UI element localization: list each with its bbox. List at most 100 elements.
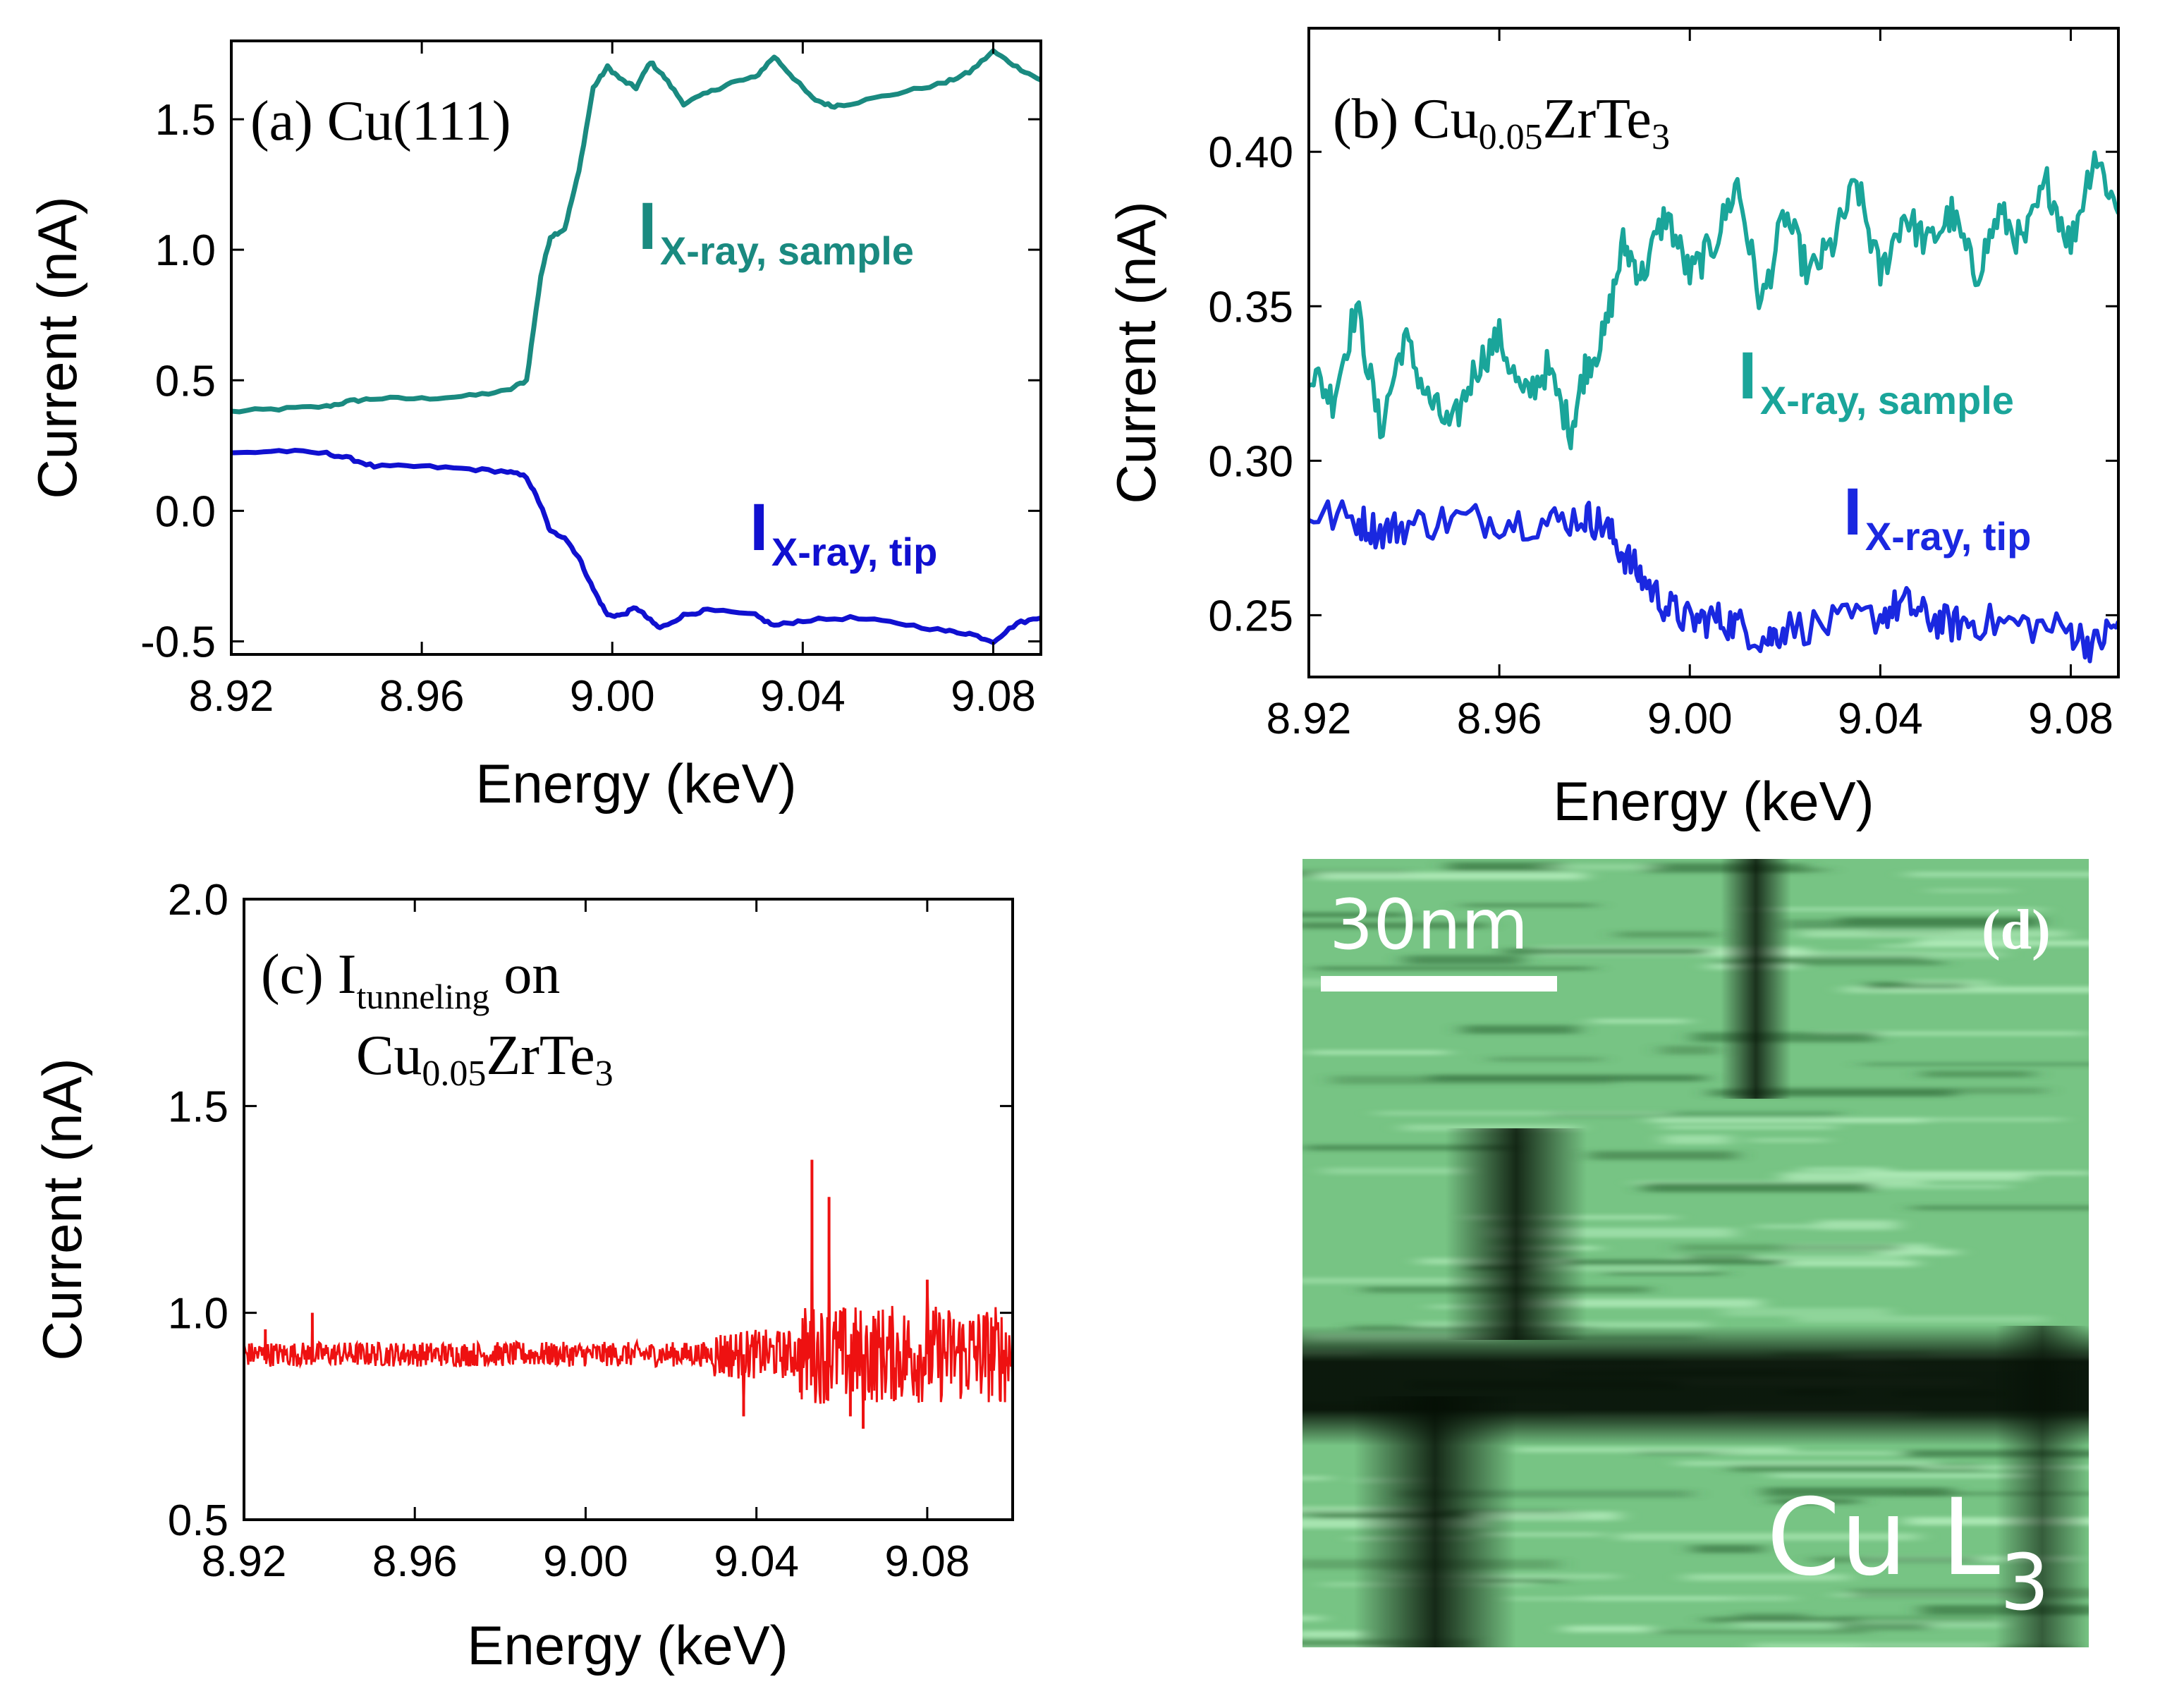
panel-d-element-label: Cu L3 (1767, 1477, 2049, 1628)
panel-a-xtick-label: 9.08 (951, 672, 1036, 721)
panel-b-series-tip-line (1309, 499, 2118, 664)
panel-c-ticks: 8.92 8.96 9.00 9.04 9.08 0.5 1.0 1.5 2.0 (168, 876, 1013, 1586)
panel-c-label2-main: Cu (356, 1025, 422, 1087)
panel-d-streak (1302, 1630, 1365, 1638)
panel-d-streak (1752, 1642, 1995, 1647)
panel-d-streak (1717, 960, 1944, 966)
panel-d-streak (1514, 1447, 1793, 1453)
panel-d-dark-region-2 (1721, 859, 1791, 1099)
panel-a-ytick-label: -0.5 (140, 618, 216, 666)
panel-d-streak (1737, 1613, 1807, 1621)
panel-d-streak (1911, 1205, 2089, 1211)
panel-a-ytick-label: 1.5 (155, 96, 216, 145)
panel-b-xtick-label: 9.08 (2028, 695, 2113, 743)
panel-d-streak (1617, 1532, 1919, 1541)
panel-b-ytick-label: 0.30 (1208, 437, 1293, 486)
panel-b-xtick-label: 9.04 (1838, 695, 1923, 743)
panel-c-xtick-label: 9.08 (885, 1537, 970, 1586)
panel-c-xtick-label: 8.92 (202, 1537, 287, 1586)
panel-b-series-sample-line (1309, 150, 2118, 451)
panel-d-streak (1880, 944, 2025, 948)
panel-c-ytick-label: 1.0 (168, 1290, 228, 1338)
panel-d-streak (1376, 1111, 1671, 1116)
image-panel-d: 30nm (d) Cu L3 (1302, 859, 2089, 1647)
panel-a-xtick-label: 8.92 (189, 672, 274, 721)
panel-a-xtick-label: 9.04 (760, 672, 846, 721)
panel-a-series-tip-line (231, 448, 1041, 645)
panel-d-streak (1304, 1145, 1513, 1151)
panel-d-streak (1838, 1623, 1930, 1630)
panel-d-streak (1710, 1089, 1955, 1097)
panel-d-streak (1678, 1460, 1935, 1466)
panel-d-streak (1404, 955, 1523, 965)
panel-c-ytick-label: 0.5 (168, 1496, 228, 1545)
panel-c-label2-sub: 0.05 (422, 1054, 486, 1094)
panel-b-xtick-label: 8.92 (1267, 695, 1352, 743)
panel-b-sample-label-sub: X-ray, sample (1760, 378, 2014, 422)
panel-d-streak (1307, 1050, 1448, 1055)
panel-b-series-layer (1309, 150, 2118, 664)
panel-d-streak (1302, 1277, 1540, 1284)
panel-d-streak (1922, 1070, 2034, 1078)
panel-d-streak (1447, 862, 1563, 872)
panel-c-label2-main2: ZrTe (486, 1025, 594, 1087)
panel-d-streak (1398, 1489, 1692, 1498)
panel-c-series-tunneling-line (244, 1159, 1013, 1429)
panel-d-streak (1908, 980, 1991, 987)
panel-d-streak (1750, 954, 1925, 962)
panel-b-xtick-label: 9.00 (1647, 695, 1733, 743)
panel-d-streak (1302, 922, 1487, 929)
panel-d-label: (d) (1982, 899, 2051, 961)
panel-d-streak (1730, 1463, 1983, 1472)
panel-d-streak (1302, 1476, 1331, 1481)
panel-d-streak (1723, 1307, 1891, 1317)
chart-panel-a: 8.92 8.96 9.00 9.04 9.08 -0.5 0.0 0.5 1.0 1.5 (a)… (26, 39, 1042, 815)
panel-b-tip-label-sub: X-ray, tip (1865, 514, 2031, 559)
panel-d-streak (1589, 1151, 1737, 1160)
chart-panel-b: 8.92 8.96 9.00 9.04 9.08 0.25 0.30 0.35 0.40 (b)… (1105, 27, 2120, 832)
panel-a-frame (230, 39, 1042, 656)
panel-d-streak (1591, 1019, 1690, 1024)
panel-d-streak (1660, 1045, 1718, 1055)
panel-d-streak (1685, 1254, 1754, 1263)
panel-c-xlabel: Energy (keV) (467, 1614, 788, 1676)
panel-b-ytick-label: 0.35 (1208, 283, 1293, 331)
panel-d-streak (1800, 1167, 1889, 1171)
panel-d-streak (1563, 1625, 1652, 1633)
panel-d-element-label-sub: 3 (2000, 1537, 2049, 1628)
panel-c-label-tail: on (504, 944, 560, 1006)
panel-d-streak (1503, 948, 1710, 955)
panel-d-dark-region-4 (1996, 1326, 2089, 1647)
panel-a-ylabel: Current (nA) (26, 196, 88, 499)
panel-d-streak (1462, 903, 1596, 908)
panel-d-streak (1653, 1630, 1869, 1635)
panel-c-ytick-label: 1.5 (168, 1082, 228, 1131)
panel-a-xtick-label: 9.00 (570, 672, 655, 721)
panel-b-tip-label-main: I (1843, 475, 1862, 549)
panel-a-xtick-label: 8.96 (379, 672, 465, 721)
panel-b-ticks: 8.92 8.96 9.00 9.04 9.08 0.25 0.30 0.35 0.40 (1208, 28, 2118, 743)
panel-d-streak (1402, 1124, 1581, 1131)
panel-b-ytick-label: 0.40 (1208, 128, 1293, 177)
panel-c-label-line1: (c) Itunneling on (261, 944, 560, 1016)
panel-d-streak (1817, 1220, 1898, 1230)
panel-d-element-label-main: Cu L (1767, 1477, 2000, 1599)
panel-d-streak (1812, 1556, 1979, 1563)
panel-c-xtick-label: 8.96 (372, 1537, 458, 1586)
panel-a-tip-label: I X-ray, tip (750, 490, 937, 574)
panel-d-streak (1542, 864, 1661, 870)
panel-d-streak (1522, 1266, 1709, 1271)
panel-a-sample-label-main: I (638, 189, 657, 264)
panel-a-ytick-label: 0.5 (155, 357, 216, 405)
panel-d-streak (1549, 1111, 1841, 1118)
panel-d-streak (1302, 912, 1408, 917)
panel-b-sample-label: I X-ray, sample (1738, 338, 2014, 422)
panel-d-streak (1900, 1492, 2089, 1496)
panel-b-label-main2: ZrTe (1543, 88, 1652, 150)
panel-c-label-line2: Cu0.05ZrTe3 (356, 1025, 614, 1094)
panel-d-streak (1783, 919, 2035, 929)
panel-b-xlabel: Energy (keV) (1553, 770, 1874, 832)
chart-panel-c: 8.92 8.96 9.00 9.04 9.08 0.5 1.0 1.5 2.0 (c) Itu… (31, 876, 1014, 1676)
panel-d-streak (1462, 1025, 1578, 1035)
panel-d-streak (1825, 1118, 2063, 1121)
